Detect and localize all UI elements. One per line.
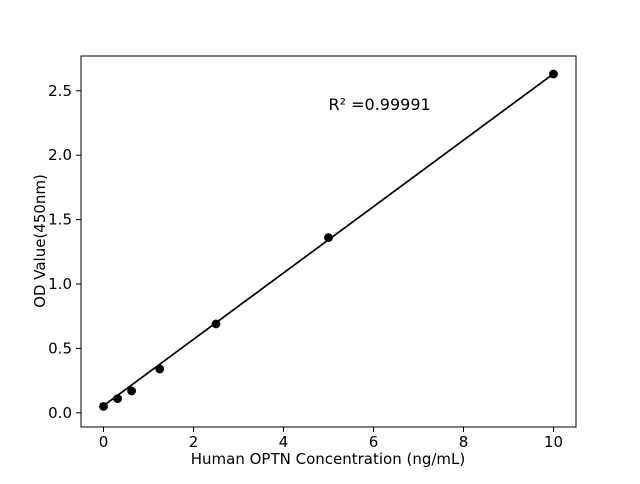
data-point bbox=[113, 394, 122, 404]
x-tick-label: 4 bbox=[279, 433, 289, 451]
data-point bbox=[99, 401, 108, 411]
y-tick-label: 0.5 bbox=[48, 339, 72, 357]
data-point bbox=[155, 364, 165, 374]
y-tick-label: 0.0 bbox=[48, 404, 72, 422]
y-tick-label: 1.5 bbox=[48, 211, 72, 229]
x-tick-label: 6 bbox=[369, 433, 379, 451]
data-point bbox=[127, 386, 137, 396]
x-tick-label: 0 bbox=[99, 433, 109, 451]
plot-border bbox=[80, 55, 577, 428]
data-point bbox=[211, 319, 221, 329]
y-tick-label: 1.0 bbox=[48, 275, 72, 293]
data-point bbox=[324, 233, 333, 243]
x-tick-label: 10 bbox=[544, 433, 563, 451]
plot-area: 0 2 4 6 8 10 0.0 0.5 1.0 1.5 2.0 2.5 bbox=[48, 55, 577, 451]
y-axis-label: OD Value(450nm) bbox=[31, 174, 49, 308]
x-tick-label: 2 bbox=[189, 433, 199, 451]
data-point bbox=[549, 69, 558, 79]
y-tick-label: 2.5 bbox=[48, 82, 72, 100]
x-tick-label: 8 bbox=[459, 433, 469, 451]
y-tick-label: 2.0 bbox=[48, 146, 72, 164]
r-squared-annotation: R² =0.99991 bbox=[329, 95, 431, 114]
x-axis-label: Human OPTN Concentration (ng/mL) bbox=[191, 450, 466, 468]
